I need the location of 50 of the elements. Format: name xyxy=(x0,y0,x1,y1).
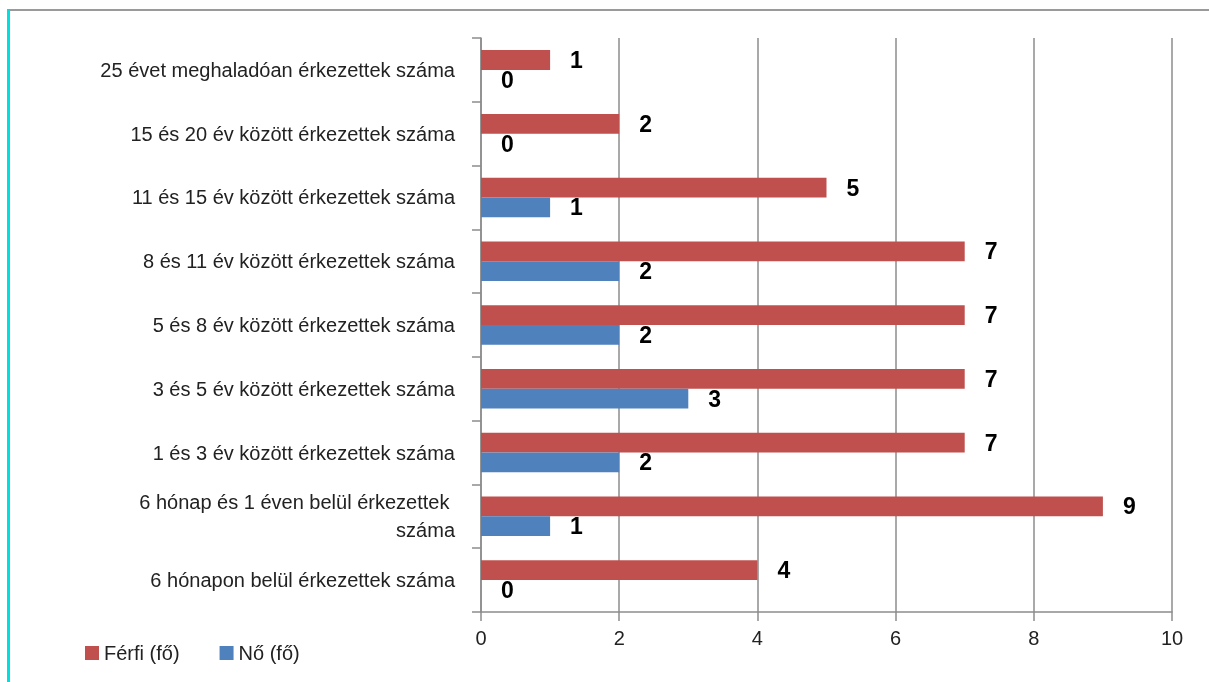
data-label: 7 xyxy=(984,429,998,456)
data-label: 0 xyxy=(501,130,514,157)
data-label: 1 xyxy=(570,47,584,73)
data-label: 1 xyxy=(570,194,584,221)
data-label: 2 xyxy=(639,258,652,285)
data-label: 3 xyxy=(708,385,722,412)
x-tick-label: 0 xyxy=(475,627,487,649)
y-tick-label: 6 hónap és 1 éven belül érkezettek száma xyxy=(139,491,456,542)
data-label: 7 xyxy=(984,365,998,392)
y-tick-label: 1 és 3 év között érkezettek száma xyxy=(152,441,456,464)
bar xyxy=(481,197,551,218)
bar xyxy=(481,305,965,325)
data-label: 1 xyxy=(570,513,584,540)
x-tick-label: 6 xyxy=(890,627,902,649)
data-label: 4 xyxy=(777,557,791,584)
bar xyxy=(481,241,965,262)
y-tick-label: 5 és 8 év között érkezettek száma xyxy=(152,314,456,336)
bar xyxy=(481,560,758,581)
data-label: 0 xyxy=(501,577,514,603)
bar xyxy=(481,325,620,345)
bar xyxy=(481,452,620,473)
bar xyxy=(481,516,551,537)
data-label: 5 xyxy=(846,174,860,201)
data-label: 7 xyxy=(984,238,998,265)
bar xyxy=(481,432,965,453)
bar xyxy=(481,261,620,281)
bar xyxy=(481,388,689,409)
legend-label: Nő (fő) xyxy=(238,642,300,664)
legend-label: Férfi (fő) xyxy=(104,642,180,664)
data-label: 7 xyxy=(984,302,998,329)
data-label: 2 xyxy=(639,321,652,348)
y-tick-label: 11 és 15 év között érkezettek száma xyxy=(131,186,456,209)
y-tick-label: 15 és 20 év között érkezettek száma xyxy=(130,122,456,145)
y-tick-label: 3 és 5 év között érkezettek száma xyxy=(152,377,456,400)
data-label: 2 xyxy=(639,110,652,137)
bar xyxy=(481,496,1103,517)
data-label: 9 xyxy=(1122,493,1136,520)
x-tick-label: 10 xyxy=(1160,627,1184,649)
x-tick-label: 4 xyxy=(751,627,763,649)
data-label: 2 xyxy=(639,449,652,476)
bar xyxy=(481,177,827,198)
data-label: 0 xyxy=(501,66,514,93)
y-tick-label: 25 évet meghaladóan érkezettek száma xyxy=(100,58,456,81)
bar xyxy=(481,50,551,70)
bar xyxy=(481,113,620,134)
x-tick-label: 8 xyxy=(1028,627,1040,649)
bar xyxy=(481,369,965,389)
y-tick-label: 6 hónapon belül érkezettek száma xyxy=(150,569,456,592)
y-tick-label: 8 és 11 év között érkezettek száma xyxy=(142,250,456,273)
x-tick-label: 2 xyxy=(613,627,625,649)
